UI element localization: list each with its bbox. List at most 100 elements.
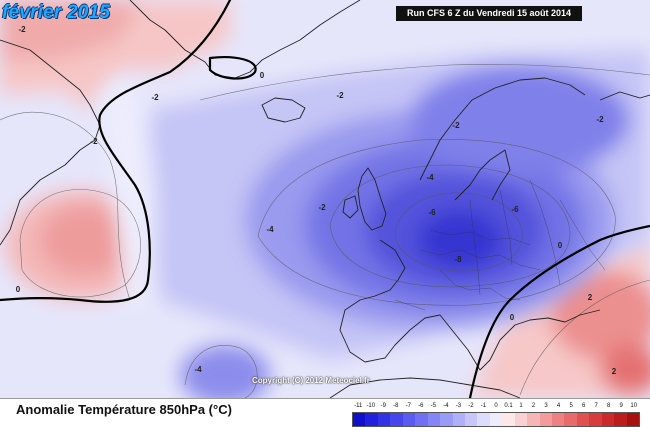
contour-label: 2: [588, 293, 593, 302]
legend-swatch: [377, 413, 391, 426]
warm-area-baffin: [0, 0, 140, 60]
legend-tick-label: 5: [569, 403, 573, 409]
border-line: [429, 229, 531, 246]
legend-tick-label: 4: [556, 403, 561, 409]
legend-swatches: [352, 412, 640, 427]
legend-tick-label: -7: [405, 403, 412, 409]
neutral-band: [100, 80, 156, 310]
legend-swatch: [427, 413, 441, 426]
contour-label: 0: [260, 71, 265, 80]
legend-tick-label: -10: [366, 403, 376, 409]
color-legend: -11 -10 -9 -8 -7 -6 -5 -4 -3 -2 -1 0 0.1 1 2 3 4 5 6 7 8 9 10: [352, 401, 640, 431]
coastline-africa: [329, 377, 521, 398]
legend-tick-label: -4: [443, 403, 449, 409]
legend-tick-label: 6: [581, 403, 586, 409]
legend-tick-label: -5: [430, 403, 437, 409]
copyright-text: Copyright (C) 2012 Meteociel.fr: [252, 376, 370, 385]
legend-tick-label: 8: [607, 403, 611, 409]
legend-swatch: [502, 413, 515, 426]
legend-swatch: [365, 413, 378, 426]
contour-label: -4: [426, 173, 434, 182]
legend-tick-label: 2: [531, 403, 536, 409]
contour-label: -2: [452, 121, 460, 130]
contour-line: [19, 189, 141, 298]
contour-label: -2: [596, 115, 604, 124]
cold-area-scandinavia: [410, 65, 630, 175]
zero-line-west: [0, 0, 232, 303]
legend-swatch: [489, 413, 503, 426]
legend-swatch: [464, 413, 478, 426]
legend-swatch: [527, 413, 540, 426]
contour-label: -6: [428, 208, 436, 217]
border-line: [439, 269, 521, 301]
cold-core-europe: [418, 210, 502, 270]
coastline-uk: [342, 167, 387, 231]
legend-title: Anomalie Température 850hPa (°C): [16, 402, 232, 417]
legend-swatch: [390, 413, 403, 426]
contour-line: [0, 111, 131, 301]
legend-swatch: [614, 413, 627, 426]
page-title: février 2015: [2, 2, 111, 23]
legend-ticks: -11 -10 -9 -8 -7 -6 -5 -4 -3 -2 -1 0 0.1 1 2 3 4 5 6 7 8 9 10: [352, 401, 640, 412]
contour-label: 0: [510, 313, 515, 322]
legend-swatch: [415, 413, 428, 426]
contour-label: 0: [16, 285, 21, 294]
legend-swatch: [564, 413, 577, 426]
legend-swatch: [477, 413, 490, 426]
legend-tick-label: 7: [594, 403, 598, 409]
legend-swatch: [552, 413, 565, 426]
legend-tick-label: -2: [468, 403, 474, 409]
legend-tick-label: 1: [519, 403, 523, 409]
contour-label: -8: [454, 255, 462, 264]
legend-swatch: [402, 413, 416, 426]
legend-swatch: [589, 413, 602, 426]
coastline-iceland: [261, 97, 306, 123]
border-line: [499, 189, 513, 266]
legend-tick-label: 9: [619, 403, 623, 409]
zero-line-greenland: [208, 56, 257, 80]
coastline-europe: [339, 239, 601, 371]
legend-tick-label: -8: [393, 403, 399, 409]
legend-swatch: [353, 413, 366, 426]
legend-tick-label: 0: [494, 403, 498, 409]
legend-tick-label: 0.1: [504, 403, 513, 409]
border-line: [394, 299, 426, 311]
cold-area-south-atlantic: [180, 345, 270, 398]
legend-tick-label: -1: [480, 403, 487, 409]
legend-tick-label: -11: [354, 403, 363, 409]
legend-swatch: [440, 413, 453, 426]
run-label: Run CFS 6 Z du Vendredi 15 août 2014: [396, 6, 582, 21]
legend-swatch: [514, 413, 528, 426]
warm-core-east: [600, 345, 650, 395]
contour-label: 2: [612, 367, 617, 376]
contour-label: -2: [90, 137, 98, 146]
legend-swatch: [576, 413, 590, 426]
contour-line: [519, 279, 650, 396]
border-line: [419, 249, 541, 271]
legend-swatch: [601, 413, 615, 426]
border-line: [529, 179, 561, 286]
border-line: [559, 199, 606, 271]
contour-line: [184, 345, 258, 398]
contour-label: -6: [511, 205, 519, 214]
contour-label: -4: [266, 225, 274, 234]
legend-tick-label: 10: [630, 403, 638, 409]
legend-swatch: [626, 413, 640, 426]
contour-label: -2: [18, 25, 26, 34]
warm-core-west-atlantic: [40, 205, 130, 275]
coastline-east: [599, 91, 650, 101]
legend-tick-label: -6: [418, 403, 424, 409]
temperature-anomaly-map: -2 -2 -2 0 -2 -2 0 -2 -4 -6 -6 -8 -2 0 -…: [0, 0, 650, 398]
contour-label: 0: [558, 241, 563, 250]
coastline-canada: [0, 39, 101, 246]
contour-label: -2: [318, 203, 326, 212]
legend-swatch: [539, 413, 552, 426]
legend-swatch: [452, 413, 465, 426]
legend-tick-label: -9: [380, 403, 386, 409]
border-line: [469, 199, 481, 296]
contour-label: -4: [194, 365, 202, 374]
contour-label: -2: [336, 91, 344, 100]
zero-line-east: [468, 224, 650, 398]
legend-tick-label: -3: [455, 403, 462, 409]
